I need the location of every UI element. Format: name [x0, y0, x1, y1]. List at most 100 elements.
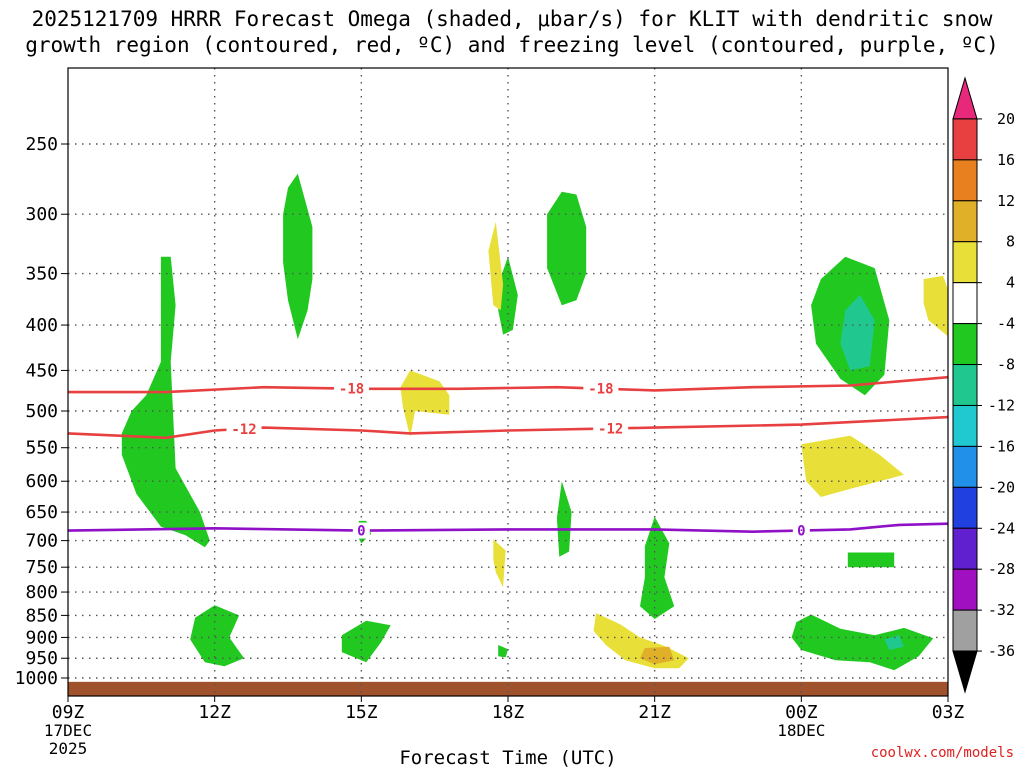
contour-label-freezing-level-0-0: 0 [357, 524, 365, 540]
colorbar-label-1: 16 [997, 151, 1015, 169]
colorbar-label-6: -8 [997, 356, 1015, 374]
omega-region-7 [556, 481, 572, 557]
chart-title-line-2: growth region (contoured, red, ºC) and f… [25, 33, 999, 57]
omega-region-12 [498, 645, 508, 658]
contour-layer: -18 -18 -12 -12 0 0 [68, 375, 948, 540]
colorbar-cap-top [952, 76, 978, 120]
y-tick-label-500: 500 [25, 401, 58, 422]
omega-region-0 [121, 256, 210, 548]
omega-region-1 [283, 173, 313, 340]
surface-ground [68, 681, 948, 696]
colorbar-label-4: 4 [1006, 274, 1015, 292]
y-tick-label-950: 950 [25, 648, 58, 669]
colorbar-swatch-12 [952, 568, 978, 611]
colorbar-label-2: 12 [997, 192, 1015, 210]
y-tick-label-800: 800 [25, 582, 58, 603]
y-tick-label-600: 600 [25, 471, 58, 492]
colorbar-swatch-6 [952, 323, 978, 366]
contour-label-bg-freezing-level-0-0 [352, 522, 370, 539]
colorbar: 20 16 12 8 4 -4 -8 -12 -16 -20 -24 -28 -32 -36 [952, 76, 1015, 694]
omega-region-14 [884, 635, 904, 650]
omega-shading-layer [121, 173, 948, 671]
omega-region-3 [547, 191, 587, 306]
credit-text[interactable]: coolwx.com/models [871, 745, 1014, 761]
x-tick-year-09Z: 2025 [49, 739, 88, 758]
colorbar-label-9: -20 [988, 478, 1015, 496]
y-tick-label-350: 350 [25, 264, 58, 285]
omega-region-17 [923, 275, 948, 337]
x-axis-label: Forecast Time (UTC) [399, 747, 616, 768]
colorbar-label-0: 20 [997, 110, 1015, 128]
y-tick-label-550: 550 [25, 438, 58, 459]
omega-region-13 [791, 614, 934, 671]
contour-label-bg-dgz-minus-12-0 [226, 420, 262, 437]
x-tick-date-00Z: 18DEC [777, 721, 825, 740]
colorbar-label-13: -36 [988, 642, 1015, 660]
omega-region-15 [400, 370, 450, 438]
omega-region-20 [593, 613, 689, 669]
colorbar-swatch-4 [952, 241, 978, 284]
contour-label-dgz-minus-12-1: -12 [598, 421, 623, 437]
omega-region-21 [640, 646, 675, 665]
axes-layer: 2503003504004505005506006507007508008509… [15, 67, 965, 758]
colorbar-swatch-7 [952, 364, 978, 406]
colorbar-swatch-9 [952, 445, 978, 488]
omega-region-11 [341, 620, 391, 663]
chart-title-line-1: 2025121709 HRRR Forecast Omega (shaded, … [31, 7, 993, 31]
y-tick-label-750: 750 [25, 557, 58, 578]
colorbar-swatch-13 [952, 609, 978, 652]
y-tick-label-400: 400 [25, 315, 58, 336]
contour-freezing-level-0 [68, 522, 948, 534]
omega-region-19 [493, 539, 506, 588]
contour-dgz-minus-18 [68, 375, 948, 394]
omega-region-9 [847, 552, 895, 568]
colorbar-label-12: -32 [988, 601, 1015, 619]
x-tick-label-03Z: 03Z [932, 702, 965, 723]
colorbar-label-11: -28 [988, 560, 1015, 578]
contour-dgz-minus-12 [68, 415, 948, 440]
x-tick-label-12Z: 12Z [198, 702, 231, 723]
plot-frame [67, 67, 949, 697]
contour-label-bg-dgz-minus-18-1 [583, 380, 619, 397]
contour-label-dgz-minus-18-0: -18 [339, 382, 364, 398]
omega-region-18 [801, 435, 904, 497]
colorbar-swatch-3 [952, 200, 978, 243]
surface-ground-layer [68, 681, 948, 696]
x-tick-label-00Z: 00Z [785, 702, 818, 723]
y-tick-label-250: 250 [25, 134, 58, 155]
omega-region-8 [640, 516, 675, 619]
omega-region-5 [840, 295, 875, 371]
x-tick-label-09Z: 09Z [52, 702, 85, 723]
colorbar-swatch-8 [952, 404, 978, 447]
contour-label-bg-freezing-level-0-1 [792, 522, 810, 539]
omega-region-2 [498, 256, 518, 335]
omega-region-16 [488, 221, 504, 311]
contour-label-dgz-minus-18-1: -18 [588, 382, 613, 398]
y-tick-label-850: 850 [25, 605, 58, 626]
colorbar-label-10: -24 [988, 519, 1015, 537]
omega-region-10 [190, 605, 244, 667]
y-tick-label-1000: 1000 [15, 668, 58, 689]
contour-label-dgz-minus-12-0: -12 [231, 422, 256, 438]
grid-layer [68, 68, 948, 696]
colorbar-swatch-2 [952, 159, 978, 202]
x-tick-label-21Z: 21Z [638, 702, 671, 723]
colorbar-swatch-11 [952, 527, 978, 570]
contour-label-bg-dgz-minus-18-0 [334, 380, 370, 397]
colorbar-label-5: -4 [997, 315, 1015, 333]
y-tick-label-450: 450 [25, 360, 58, 381]
colorbar-label-7: -12 [988, 396, 1015, 414]
y-tick-label-900: 900 [25, 627, 58, 648]
contour-label-freezing-level-0-1: 0 [797, 524, 805, 540]
x-tick-label-15Z: 15Z [345, 702, 378, 723]
colorbar-label-3: 8 [1006, 233, 1015, 251]
colorbar-label-8: -16 [988, 437, 1015, 455]
y-tick-label-650: 650 [25, 502, 58, 523]
colorbar-swatch-1 [952, 118, 978, 161]
y-tick-label-300: 300 [25, 204, 58, 225]
x-tick-label-18Z: 18Z [492, 702, 525, 723]
colorbar-cap-bottom [952, 650, 978, 694]
contour-label-bg-dgz-minus-12-1 [593, 420, 629, 437]
x-tick-date-09Z: 17DEC [44, 721, 92, 740]
